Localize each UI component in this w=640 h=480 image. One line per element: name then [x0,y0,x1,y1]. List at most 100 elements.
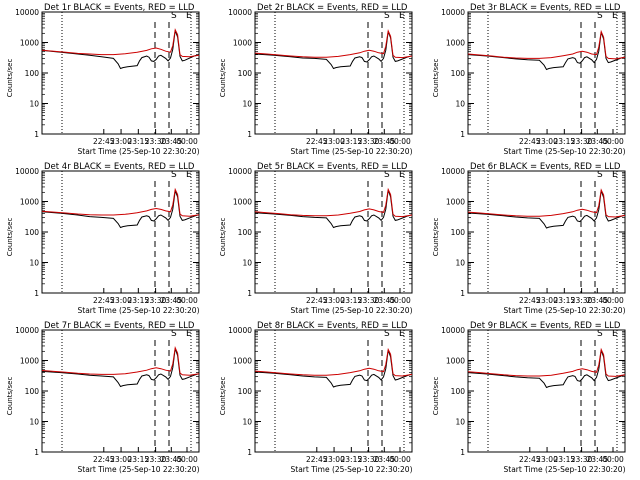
x-tick-label: 23:30 [571,455,593,464]
y-tick-label: 1 [247,289,252,298]
x-tick-label: 23:15 [341,137,363,146]
y-tick-label: 1 [460,289,465,298]
y-axis-label: Counts/sec [219,377,227,416]
chart-title: Det 9r BLACK = Events, RED = LLD [470,321,621,331]
y-tick-label: 1 [34,448,39,457]
x-tick-label: 23:45 [373,455,395,464]
marker-e-label: E [399,329,405,339]
x-tick-label: 22:45 [306,296,328,305]
y-tick-label: 10000 [228,167,252,176]
x-tick-label: 23:30 [145,455,167,464]
x-axis-label: Start Time (25-Sep-10 22:30:20) [291,306,413,315]
x-tick-label: 22:45 [519,137,541,146]
x-tick-label: 23:15 [128,137,150,146]
chart-title: Det 4r BLACK = Events, RED = LLD [44,162,195,172]
y-tick-label: 10 [29,100,39,109]
y-tick-label: 10 [455,100,465,109]
marker-s-label: S [384,329,390,339]
chart-title: Det 5r BLACK = Events, RED = LLD [257,162,408,172]
x-tick-label: 23:45 [160,296,182,305]
x-tick-label: 23:00 [110,137,132,146]
y-tick-label: 100 [25,69,40,78]
y-tick-label: 100 [25,228,40,237]
y-tick-label: 1000 [446,39,465,48]
marker-e-label: E [612,11,618,21]
series-events-line [254,349,413,388]
x-tick-label: 00:00 [602,455,624,464]
x-tick-label: 23:45 [586,455,608,464]
series-events-line [41,348,200,388]
x-tick-label: 23:00 [110,296,132,305]
y-tick-label: 10 [242,259,252,268]
x-tick-label: 23:15 [554,296,576,305]
x-tick-label: 23:30 [145,137,167,146]
x-tick-label: 22:45 [306,137,328,146]
y-tick-label: 1000 [20,357,39,366]
x-tick-label: 23:15 [128,296,150,305]
series-lld-line [41,187,200,217]
x-tick-label: 22:45 [519,296,541,305]
x-tick-label: 00:00 [176,296,198,305]
y-axis-label: Counts/sec [6,59,14,98]
y-tick-label: 100 [451,69,466,78]
chart-title: Det 8r BLACK = Events, RED = LLD [257,321,408,331]
chart-title: Det 6r BLACK = Events, RED = LLD [470,162,621,172]
marker-s-label: S [171,11,177,21]
x-tick-label: 23:00 [536,455,558,464]
plot-frame [254,329,413,453]
x-tick-label: 22:45 [519,455,541,464]
x-tick-label: 22:45 [93,296,115,305]
y-tick-label: 1 [34,130,39,139]
y-tick-label: 1 [247,130,252,139]
series-lld-line [254,187,413,218]
x-tick-label: 23:45 [160,137,182,146]
x-tick-label: 22:45 [306,455,328,464]
x-tick-label: 23:15 [341,455,363,464]
y-tick-label: 10 [242,100,252,109]
y-tick-label: 10000 [15,326,39,335]
marker-s-label: S [597,11,603,21]
y-axis-label: Counts/sec [6,218,14,257]
marker-e-label: E [399,170,405,180]
y-tick-label: 10 [455,259,465,268]
y-tick-label: 10 [242,418,252,427]
y-tick-label: 10000 [441,326,465,335]
y-tick-label: 10000 [15,167,39,176]
series-events-line [41,30,200,70]
y-tick-label: 10000 [15,8,39,17]
series-events-line [467,31,626,71]
series-lld-line [467,188,626,218]
y-tick-label: 100 [238,228,253,237]
marker-s-label: S [597,329,603,339]
y-tick-label: 10 [29,259,39,268]
y-axis-label: Counts/sec [432,377,440,416]
x-axis-label: Start Time (25-Sep-10 22:30:20) [78,306,200,315]
x-tick-label: 23:30 [571,296,593,305]
y-tick-label: 10000 [441,167,465,176]
y-tick-label: 1 [460,130,465,139]
y-tick-label: 1000 [20,39,39,48]
marker-s-label: S [384,11,390,21]
marker-e-label: E [612,329,618,339]
chart-title: Det 3r BLACK = Events, RED = LLD [470,3,621,13]
chart-title: Det 1r BLACK = Events, RED = LLD [44,3,195,13]
series-lld-line [41,346,200,376]
series-lld-line [254,347,413,377]
x-tick-label: 23:00 [536,137,558,146]
series-events-line [254,189,413,229]
y-tick-label: 1 [34,289,39,298]
y-tick-label: 1 [460,448,465,457]
marker-e-label: E [186,11,192,21]
x-tick-label: 23:45 [586,137,608,146]
y-tick-label: 1000 [233,39,252,48]
y-tick-label: 1000 [20,198,39,207]
x-tick-label: 23:45 [586,296,608,305]
y-tick-label: 100 [451,228,466,237]
